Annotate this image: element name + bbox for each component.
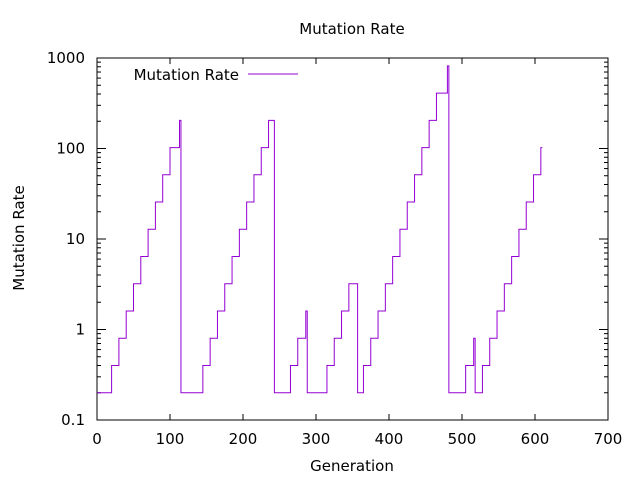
x-tick-label: 400: [375, 430, 404, 448]
series-line-mutation-rate: [97, 65, 543, 394]
legend: Mutation Rate: [134, 66, 298, 84]
x-tick-label: 200: [229, 430, 258, 448]
legend-label: Mutation Rate: [134, 66, 239, 84]
y-tick-label: 1000: [47, 49, 85, 67]
x-tick-label: 600: [521, 430, 550, 448]
x-axis: 0 100 200 300 400 500 600 700: [92, 58, 622, 448]
y-tick-label: 10: [66, 230, 85, 248]
y-tick-label: 100: [56, 140, 85, 158]
y-axis: 0.1 1 10 100 1000: [47, 49, 608, 429]
x-tick-label: 0: [92, 430, 102, 448]
x-axis-label: Generation: [310, 457, 394, 475]
y-tick-label: 1: [75, 321, 85, 339]
y-axis-label: Mutation Rate: [10, 185, 28, 290]
x-tick-label: 500: [448, 430, 477, 448]
x-tick-label: 700: [594, 430, 623, 448]
x-tick-label: 300: [302, 430, 331, 448]
y-tick-label: 0.1: [61, 411, 85, 429]
series-layer: [97, 65, 543, 394]
chart-title: Mutation Rate: [299, 20, 404, 38]
x-tick-label: 100: [156, 430, 185, 448]
